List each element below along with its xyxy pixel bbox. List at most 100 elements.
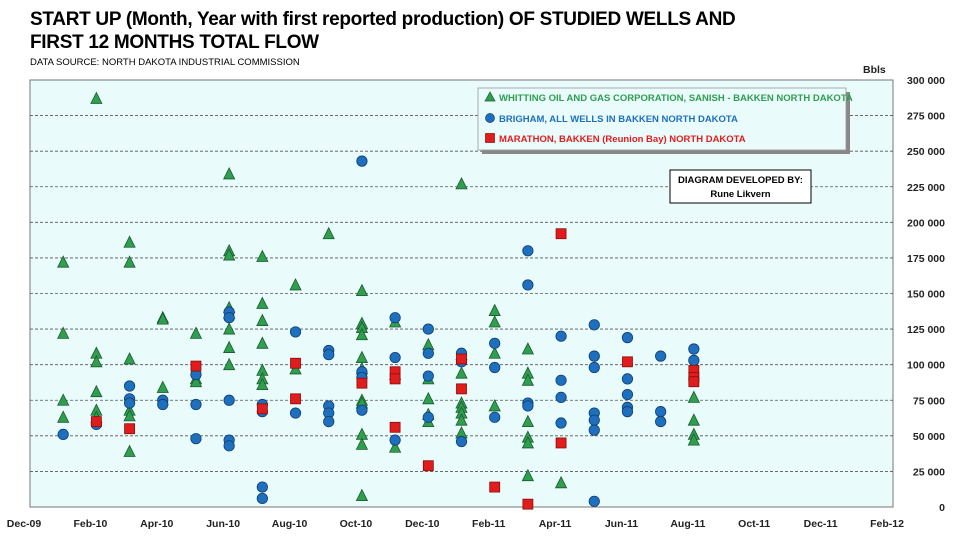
y-tick-label: 250 000 [907,146,945,158]
brigham-point [588,424,600,436]
x-tick-label: Jun-11 [605,518,638,530]
whiting-point [156,312,169,325]
brigham-point [323,349,335,361]
brigham-point [422,323,434,335]
whiting-point [422,391,435,405]
brigham-point [621,388,634,401]
brigham-point [223,440,235,452]
brigham-point [422,370,434,382]
brigham-point [190,398,202,411]
marathon-point [688,376,700,388]
x-tick-label: Feb-11 [472,518,505,530]
brigham-point [256,492,268,505]
whiting-point [687,433,700,446]
whiting-point [57,410,70,423]
whiting-point [223,357,236,371]
brigham-point [389,351,401,364]
legend [477,87,847,151]
brigham-point [688,354,700,366]
y-tick-label: 225 000 [907,182,945,194]
brigham-point [289,407,302,419]
marathon-point [290,393,301,405]
whiting-point [90,354,103,368]
chart-title-line-2: FIRST 12 MONTHS TOTAL FLOW [30,32,319,53]
whiting-point [223,167,236,180]
chart-title-line-1: START UP (Month, Year with first reporte… [30,9,736,30]
marathon-point [290,357,301,369]
whiting-point [123,255,136,268]
brigham-point [555,330,567,342]
brigham-point [688,343,700,355]
whiting-point [256,296,269,309]
brigham-point [555,417,567,429]
whiting-point [57,326,70,339]
whiting-point [223,322,236,335]
whiting-point [223,340,236,353]
marathon-point [422,460,434,472]
brigham-point [621,332,634,344]
x-tick-label: Feb-10 [73,518,107,530]
marathon-point [90,416,102,428]
whiting-point [521,414,535,428]
legend-label: WHITTING OIL AND GAS CORPORATION, SANISH… [499,93,853,104]
marathon-point [555,228,567,240]
author-annotation-line-2: Rune Likvern [710,189,770,200]
whiting-point [521,342,535,355]
whiting-point [256,377,269,390]
whiting-point [488,315,501,328]
y-tick-label: 100 000 [907,360,945,372]
whiting-point [322,226,335,240]
brigham-point [621,406,634,418]
marathon-point [456,353,467,365]
brigham-point [356,155,368,167]
whiting-point [388,440,402,453]
y-tick-label: 75 000 [913,395,945,407]
whiting-point [554,475,568,489]
whiting-point [355,327,369,341]
whiting-point [123,444,136,457]
brigham-point [223,394,235,406]
whiting-point [123,352,136,365]
brigham-point [522,400,534,412]
legend-marker-brigham [485,113,495,123]
brigham-point [588,319,600,331]
whiting-point [57,393,70,406]
marathon-point [389,373,401,385]
y-axis-unit: Bbls [863,64,886,76]
brigham-point [522,279,534,291]
x-tick-label: Jun-10 [206,518,240,530]
marathon-point [522,498,534,510]
x-tick-label: Oct-11 [738,518,770,530]
brigham-point [123,380,136,392]
brigham-point [422,347,434,359]
x-tick-label: Aug-10 [272,518,308,530]
legend-label: MARATHON, BAKKEN (Reunion Bay) NORTH DAK… [499,134,746,145]
whiting-point [256,336,269,349]
x-tick-label: Dec-09 [7,518,42,530]
brigham-point [157,398,169,411]
marathon-point [489,481,501,493]
marathon-point [124,423,135,435]
brigham-point [489,411,501,423]
marathon-point [555,437,567,449]
marathon-point [356,377,368,389]
y-tick-label: 175 000 [907,253,945,265]
brigham-point [655,406,667,418]
whiting-point [223,248,236,261]
whiting-point [57,255,70,268]
brigham-point [489,361,501,374]
whiting-point [156,380,169,393]
whiting-point [289,278,302,291]
brigham-point [323,415,335,428]
author-annotation-box [669,169,812,204]
brigham-point [389,312,401,324]
whiting-point [488,346,501,359]
whiting-point [355,437,369,450]
brigham-point [123,397,136,409]
whiting-point [189,326,203,339]
marathon-point [456,383,467,395]
brigham-point [555,374,567,386]
whiting-point [521,436,535,449]
y-tick-label: 50 000 [913,431,945,443]
